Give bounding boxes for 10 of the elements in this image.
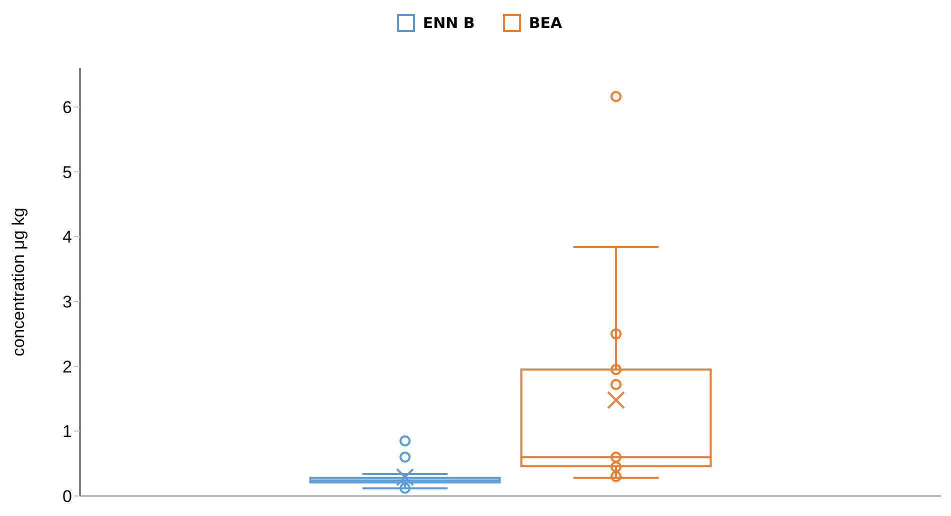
y-tick-label: 4 [62, 228, 72, 247]
y-tick-label: 1 [62, 422, 72, 442]
y-tick-label: 5 [62, 162, 72, 182]
y-tick-label: 3 [62, 292, 72, 312]
legend-label: ENN B [422, 14, 475, 32]
y-axis-title: concentration μg kg [9, 208, 28, 356]
legend-label: BEA [528, 14, 562, 32]
y-tick-label: 0 [62, 487, 72, 506]
y-tick-label: 2 [62, 357, 72, 376]
y-tick-label: 6 [62, 98, 72, 117]
